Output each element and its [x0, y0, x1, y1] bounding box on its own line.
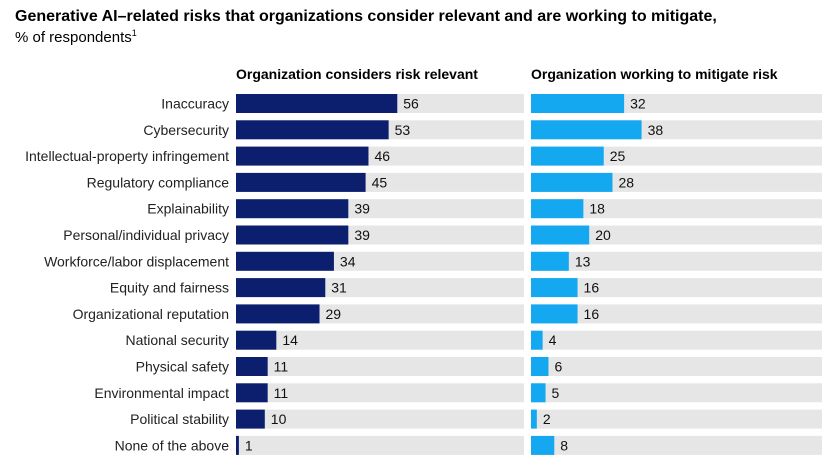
bar-relevant: [236, 146, 369, 166]
bar-relevant: [236, 435, 239, 455]
bar-mitigate: [531, 409, 537, 429]
bar-mitigate: [531, 251, 569, 271]
bar-track-mitigate: [531, 304, 822, 324]
bar-track-mitigate: [531, 251, 822, 271]
data-label-mitigate: 20: [595, 227, 611, 243]
data-label-relevant: 14: [282, 332, 298, 348]
data-label-mitigate: 32: [630, 96, 646, 112]
category-label: Workforce/labor displacement: [44, 253, 229, 269]
bar-mitigate: [531, 225, 590, 245]
chart-subtitle: % of respondents1: [15, 28, 137, 48]
bar-track-mitigate: [531, 225, 822, 245]
footnote-marker: 1: [131, 28, 137, 38]
data-label-relevant: 39: [354, 201, 370, 217]
bar-mitigate: [531, 94, 625, 113]
bar-mitigate: [531, 435, 555, 455]
bar-mitigate: [531, 304, 578, 324]
bar-track-mitigate: [531, 383, 822, 403]
category-label: Equity and fairness: [110, 280, 229, 296]
bar-track-mitigate: [531, 357, 822, 376]
data-label-relevant: 34: [340, 253, 356, 269]
bar-relevant: [236, 172, 366, 192]
data-label-relevant: 45: [372, 174, 388, 190]
data-label-mitigate: 25: [610, 148, 626, 164]
data-label-relevant: 56: [403, 96, 419, 112]
bar-mitigate: [531, 330, 543, 350]
bar-track-mitigate: [531, 330, 822, 350]
data-label-relevant: 11: [274, 385, 289, 401]
data-label-mitigate: 16: [584, 280, 600, 296]
bar-mitigate: [531, 199, 584, 219]
data-label-relevant: 29: [326, 306, 342, 322]
bar-relevant: [236, 357, 268, 376]
panel-title-relevant: Organization considers risk relevant: [236, 66, 478, 82]
bar-mitigate: [531, 278, 578, 298]
category-label: Environmental impact: [94, 385, 229, 401]
category-label: Political stability: [130, 411, 229, 427]
data-label-mitigate: 38: [648, 122, 664, 138]
category-label: Regulatory compliance: [87, 174, 230, 190]
bar-relevant: [236, 94, 398, 113]
bar-mitigate: [531, 172, 613, 192]
category-label: Physical safety: [136, 359, 229, 375]
category-label: Personal/individual privacy: [63, 227, 229, 243]
bar-track-relevant: [236, 435, 524, 455]
data-label-mitigate: 18: [589, 201, 605, 217]
bar-mitigate: [531, 120, 642, 140]
data-label-mitigate: 2: [543, 411, 551, 427]
data-label-mitigate: 5: [552, 385, 560, 401]
bar-track-mitigate: [531, 278, 822, 298]
data-label-mitigate: 4: [549, 332, 557, 348]
category-label: Cybersecurity: [143, 122, 229, 138]
bar-relevant: [236, 409, 265, 429]
panel-title-mitigate: Organization working to mitigate risk: [531, 66, 778, 82]
bar-track-relevant: [236, 383, 524, 403]
bar-mitigate: [531, 146, 604, 166]
data-label-mitigate: 13: [575, 253, 591, 269]
bar-track-mitigate: [531, 435, 822, 455]
category-label: Organizational reputation: [73, 306, 229, 322]
bar-relevant: [236, 278, 326, 298]
data-label-relevant: 53: [395, 122, 411, 138]
bar-mitigate: [531, 383, 546, 403]
category-label: National security: [126, 332, 230, 348]
bar-relevant: [236, 330, 277, 350]
bar-relevant: [236, 304, 320, 324]
bar-relevant: [236, 251, 334, 271]
data-label-mitigate: 6: [554, 359, 562, 375]
bar-track-mitigate: [531, 409, 822, 429]
data-label-mitigate: 16: [584, 306, 600, 322]
data-label-relevant: 31: [331, 280, 347, 296]
category-label: None of the above: [115, 437, 230, 453]
bar-relevant: [236, 199, 349, 219]
data-label-relevant: 1: [245, 437, 253, 453]
data-label-mitigate: 8: [560, 437, 568, 453]
data-label-mitigate: 28: [618, 174, 634, 190]
bar-track-relevant: [236, 409, 524, 429]
bar-relevant: [236, 225, 349, 245]
chart-title: Generative AI–related risks that organiz…: [15, 8, 717, 25]
bar-relevant: [236, 383, 268, 403]
data-label-relevant: 39: [354, 227, 370, 243]
bar-track-relevant: [236, 357, 524, 376]
category-label: Inaccuracy: [161, 96, 229, 112]
bar-relevant: [236, 120, 389, 140]
data-label-relevant: 46: [374, 148, 390, 164]
bar-track-relevant: [236, 330, 524, 350]
data-label-relevant: 11: [274, 359, 289, 375]
category-label: Explainability: [147, 201, 229, 217]
category-label: Intellectual-property infringement: [25, 148, 229, 164]
subtitle-text: % of respondents: [15, 29, 132, 46]
data-label-relevant: 10: [271, 411, 287, 427]
bar-track-mitigate: [531, 199, 822, 219]
bar-mitigate: [531, 357, 549, 376]
